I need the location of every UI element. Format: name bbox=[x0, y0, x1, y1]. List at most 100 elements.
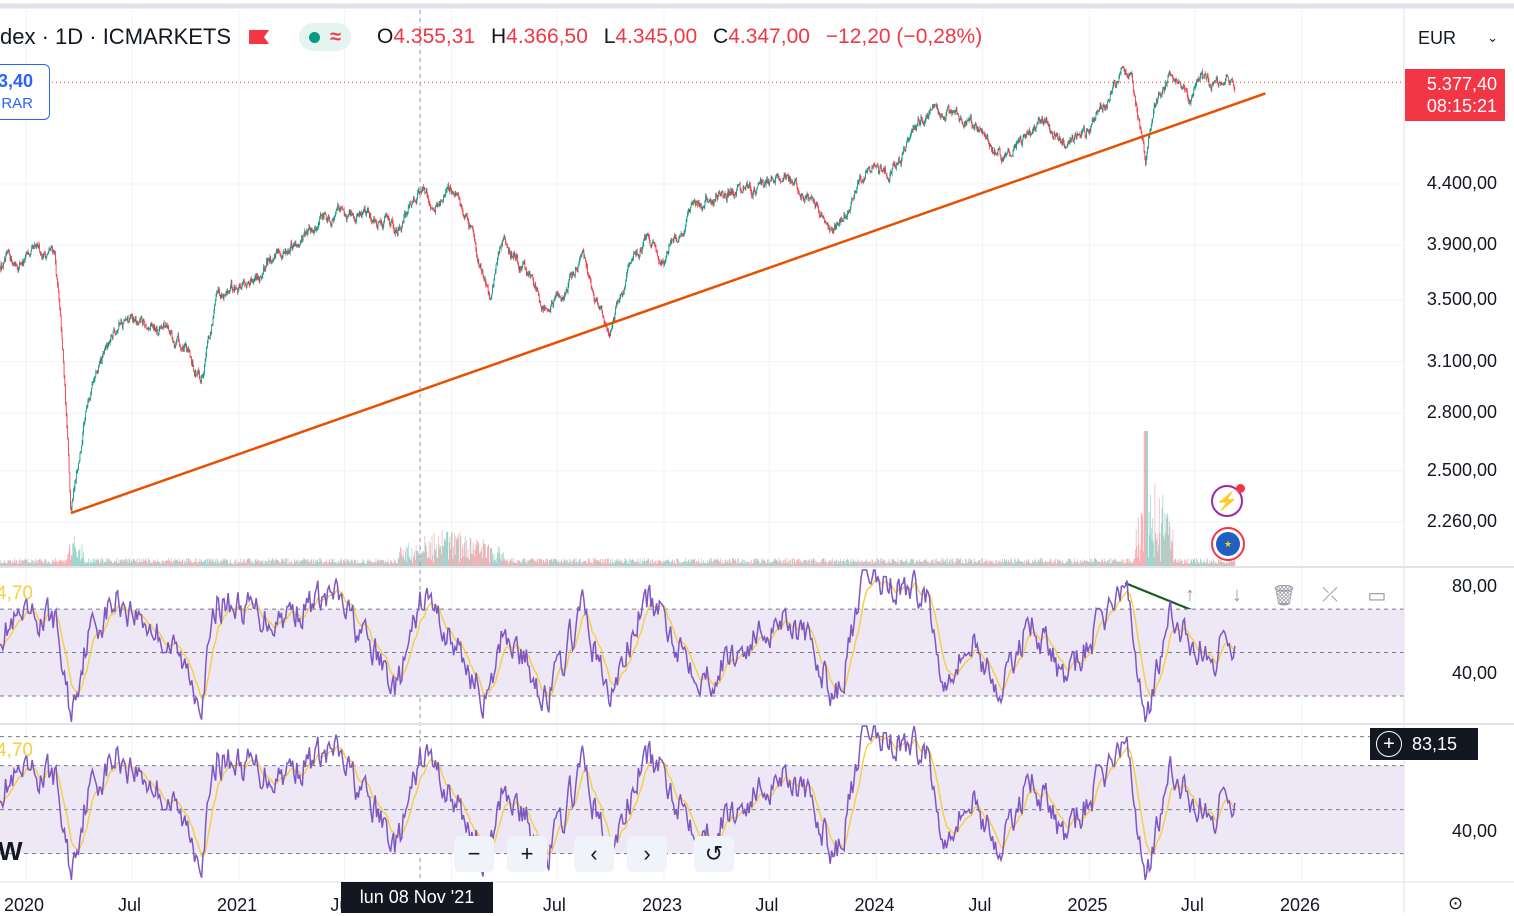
candle bbox=[165, 326, 166, 327]
volume-bar bbox=[900, 560, 901, 566]
volume-bar bbox=[6, 563, 7, 566]
candle bbox=[822, 216, 823, 218]
candle bbox=[896, 164, 897, 167]
volume-bar bbox=[1075, 561, 1076, 566]
volume-bar bbox=[908, 563, 909, 566]
volume-bar bbox=[239, 562, 240, 566]
volume-bar bbox=[76, 551, 77, 566]
candle bbox=[175, 344, 176, 345]
candle bbox=[597, 298, 598, 300]
candle bbox=[773, 179, 774, 183]
volume-bar bbox=[256, 561, 257, 566]
volume-bar bbox=[5, 564, 6, 566]
volume-bar bbox=[525, 558, 526, 566]
candle bbox=[963, 125, 964, 126]
volume-bar bbox=[902, 559, 903, 566]
candle bbox=[993, 152, 994, 154]
candle bbox=[878, 167, 879, 173]
volume-bar bbox=[597, 560, 598, 566]
volume-bar bbox=[833, 562, 834, 566]
candle bbox=[108, 345, 109, 348]
volume-bar bbox=[661, 563, 662, 566]
volume-bar bbox=[404, 560, 405, 566]
candle bbox=[1070, 139, 1071, 143]
volume-bar bbox=[203, 562, 204, 566]
volume-bar bbox=[206, 559, 207, 566]
candle bbox=[733, 190, 734, 194]
candle bbox=[716, 194, 717, 196]
candle bbox=[652, 242, 653, 243]
candle bbox=[791, 179, 792, 181]
volume-bar bbox=[611, 564, 612, 566]
volume-bar bbox=[515, 563, 516, 566]
volume-bar bbox=[545, 562, 546, 566]
candle bbox=[484, 279, 485, 280]
candle bbox=[508, 248, 509, 252]
volume-bar bbox=[990, 560, 991, 566]
volume-bar bbox=[985, 559, 986, 566]
volume-bar bbox=[918, 559, 919, 566]
candle bbox=[355, 220, 356, 221]
volume-bar bbox=[578, 562, 579, 566]
volume-bar bbox=[1004, 558, 1005, 566]
candle bbox=[673, 240, 674, 241]
volume-bar bbox=[1180, 562, 1181, 566]
candle bbox=[492, 286, 493, 293]
candle bbox=[873, 165, 874, 169]
volume-bar bbox=[602, 562, 603, 566]
candle bbox=[703, 207, 704, 208]
volume-bar bbox=[1177, 560, 1178, 566]
volume-bar bbox=[501, 554, 502, 566]
volume-bar bbox=[416, 545, 417, 566]
candle bbox=[1165, 87, 1166, 91]
candle bbox=[534, 285, 535, 286]
candle bbox=[741, 189, 742, 192]
volume-bar bbox=[433, 562, 434, 566]
volume-bar bbox=[391, 560, 392, 566]
volume-bar bbox=[1121, 562, 1122, 566]
candle bbox=[110, 341, 111, 343]
candle bbox=[864, 179, 865, 180]
candle bbox=[777, 175, 778, 176]
volume-bar bbox=[351, 559, 352, 566]
volume-bar bbox=[625, 559, 626, 566]
volume-bar bbox=[343, 560, 344, 566]
volume-bar bbox=[82, 558, 83, 566]
volume-bar bbox=[28, 558, 29, 566]
candle bbox=[837, 223, 838, 224]
candle bbox=[98, 365, 99, 370]
candle bbox=[957, 109, 958, 114]
candle bbox=[855, 191, 856, 192]
candle bbox=[820, 215, 821, 216]
candle bbox=[990, 144, 991, 147]
candle bbox=[1043, 122, 1044, 124]
volume-bar bbox=[554, 559, 555, 566]
volume-bar bbox=[793, 564, 794, 566]
candle bbox=[723, 196, 724, 198]
candle bbox=[288, 250, 289, 253]
volume-bar bbox=[617, 559, 618, 566]
candle bbox=[527, 274, 528, 276]
candle bbox=[315, 227, 316, 228]
candle bbox=[711, 201, 712, 202]
volume-bar bbox=[108, 558, 109, 566]
candle bbox=[600, 307, 601, 308]
volume-bar bbox=[229, 564, 230, 566]
candle bbox=[1111, 92, 1112, 94]
candle bbox=[1133, 83, 1134, 91]
candle bbox=[481, 263, 482, 268]
volume-bar bbox=[306, 560, 307, 566]
volume-bar bbox=[999, 562, 1000, 566]
volume-bar bbox=[441, 554, 442, 566]
volume-bar bbox=[540, 558, 541, 566]
volume-bar bbox=[933, 563, 934, 566]
candle bbox=[1161, 95, 1162, 96]
volume-bar bbox=[409, 558, 410, 566]
candle bbox=[849, 212, 850, 213]
candle bbox=[908, 140, 909, 141]
candle bbox=[1131, 73, 1132, 74]
volume-bar bbox=[864, 561, 865, 566]
volume-bar bbox=[1079, 564, 1080, 566]
volume-bar bbox=[568, 563, 569, 566]
